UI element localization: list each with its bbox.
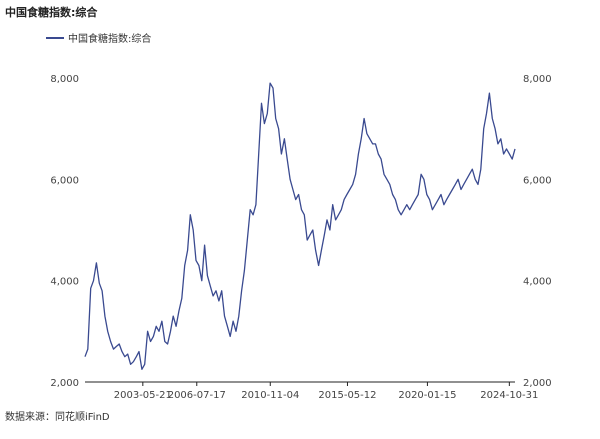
y-tick-label-right: 2,000 [523,378,552,389]
data-source-note: 数据来源：同花顺iFinD [5,412,110,423]
y-tick-label-right: 4,000 [523,277,552,288]
legend-label: 中国食糖指数:综合 [68,34,152,45]
x-tick-label: 2020-01-15 [398,390,456,401]
x-tick-label: 2006-07-17 [168,390,226,401]
x-tick-label: 2015-05-12 [318,390,376,401]
x-tick-label: 2024-10-31 [480,390,538,401]
y-tick-label-right: 6,000 [523,175,552,186]
y-tick-label-right: 8,000 [523,74,552,85]
series-line [84,82,516,370]
y-tick-label-left: 2,000 [50,378,79,389]
x-tick-label: 2010-11-04 [241,390,299,401]
legend: 中国食糖指数:综合 [46,30,151,45]
legend-swatch [46,36,64,39]
x-tick-label: 2003-05-21 [114,390,172,401]
chart-title: 中国食糖指数:综合 [5,6,98,19]
y-tick-label-left: 8,000 [50,74,79,85]
y-tick-label-left: 6,000 [50,175,79,186]
y-tick-label-left: 4,000 [50,277,79,288]
